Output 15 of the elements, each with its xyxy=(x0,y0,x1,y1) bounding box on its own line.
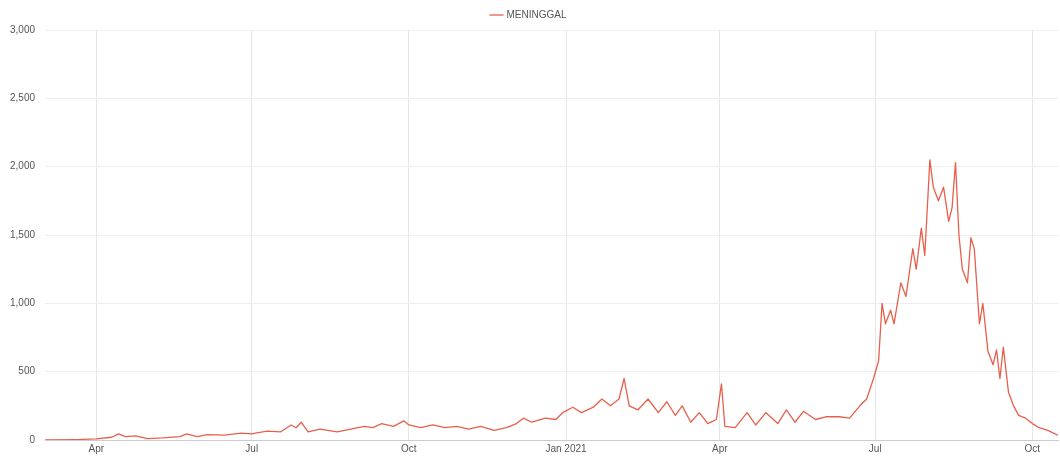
x-tick-label: Jul xyxy=(868,442,882,454)
y-tick-label: 1,000 xyxy=(9,297,36,309)
y-tick-label: 2,000 xyxy=(9,160,36,172)
y-tick-label: 3,000 xyxy=(9,23,36,35)
y-tick-label: 0 xyxy=(29,433,36,445)
x-tick-label: Apr xyxy=(711,442,729,454)
x-tick-label: Apr xyxy=(88,442,105,454)
x-tick-label: Jul xyxy=(245,442,259,454)
x-tick-label: Oct xyxy=(1024,442,1041,454)
legend-label: MENINGGAL xyxy=(506,8,567,20)
y-tick-label: 1,500 xyxy=(9,228,36,240)
x-tick-label: Oct xyxy=(401,442,417,454)
y-tick-label: 2,500 xyxy=(9,92,36,104)
x-tick-label: Jan 2021 xyxy=(545,442,588,454)
y-tick-label: 500 xyxy=(18,365,36,377)
